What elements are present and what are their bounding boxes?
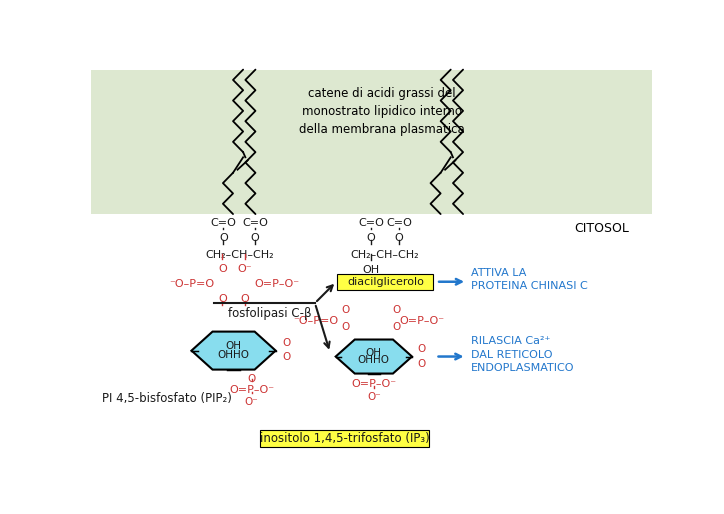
Text: C=O: C=O xyxy=(358,218,384,228)
Text: O⁻: O⁻ xyxy=(245,397,258,407)
Text: C=O: C=O xyxy=(386,218,412,228)
Text: fosfolipasi C-β: fosfolipasi C-β xyxy=(228,307,312,320)
Text: O: O xyxy=(240,295,249,304)
Text: ⁻O–P=O: ⁻O–P=O xyxy=(293,316,339,325)
Text: OHHO: OHHO xyxy=(218,351,250,360)
Text: O⁻: O⁻ xyxy=(237,264,252,273)
Text: O: O xyxy=(219,233,228,243)
Text: OH: OH xyxy=(363,265,379,274)
Text: O=P–O⁻: O=P–O⁻ xyxy=(255,280,300,289)
Text: C=O: C=O xyxy=(242,218,268,228)
Text: OH: OH xyxy=(226,341,242,351)
Text: inositolo 1,4,5-trifosfato (IP₃): inositolo 1,4,5-trifosfato (IP₃) xyxy=(259,432,429,445)
Bar xyxy=(90,69,652,214)
Text: O⁻: O⁻ xyxy=(367,392,381,402)
Text: CH₂–CH–CH₂: CH₂–CH–CH₂ xyxy=(205,250,274,260)
Polygon shape xyxy=(191,332,276,370)
Text: O: O xyxy=(392,322,400,332)
Text: C=O: C=O xyxy=(211,218,237,228)
Text: O: O xyxy=(282,352,290,361)
Text: CITOSOL: CITOSOL xyxy=(574,222,629,235)
FancyBboxPatch shape xyxy=(260,430,429,447)
Text: catene di acidi grassi del
monostrato lipidico interno
della membrana plasmatica: catene di acidi grassi del monostrato li… xyxy=(300,87,465,136)
Text: O: O xyxy=(392,305,400,315)
Text: O: O xyxy=(251,233,259,243)
Text: CH₂–CH–CH₂: CH₂–CH–CH₂ xyxy=(350,250,419,260)
Text: O: O xyxy=(366,233,376,243)
Text: ⁻O–P=O: ⁻O–P=O xyxy=(169,280,214,289)
Text: O: O xyxy=(218,264,227,273)
Polygon shape xyxy=(336,340,412,374)
Text: O=P–O⁻: O=P–O⁻ xyxy=(351,379,397,390)
FancyBboxPatch shape xyxy=(337,274,434,290)
Text: O: O xyxy=(282,338,290,347)
Text: diacilglicerolo: diacilglicerolo xyxy=(347,277,424,287)
Text: O: O xyxy=(418,359,426,369)
Text: O: O xyxy=(395,233,403,243)
Text: OHHO: OHHO xyxy=(358,356,390,365)
Text: O=P–O⁻: O=P–O⁻ xyxy=(229,386,274,395)
Text: ATTIVA LA
PROTEINA CHINASI C: ATTIVA LA PROTEINA CHINASI C xyxy=(471,268,588,291)
Text: O: O xyxy=(342,305,350,315)
Text: O: O xyxy=(248,374,256,383)
Text: PI 4,5-bisfosfato (PIP₂): PI 4,5-bisfosfato (PIP₂) xyxy=(101,392,232,405)
Text: O: O xyxy=(342,322,350,332)
Text: RILASCIA Ca²⁺
DAL RETICOLO
ENDOPLASMATICO: RILASCIA Ca²⁺ DAL RETICOLO ENDOPLASMATIC… xyxy=(471,336,574,373)
Text: O: O xyxy=(418,344,426,355)
Text: OH: OH xyxy=(366,347,382,358)
Text: O=P–O⁻: O=P–O⁻ xyxy=(399,316,444,325)
Text: O: O xyxy=(218,295,227,304)
